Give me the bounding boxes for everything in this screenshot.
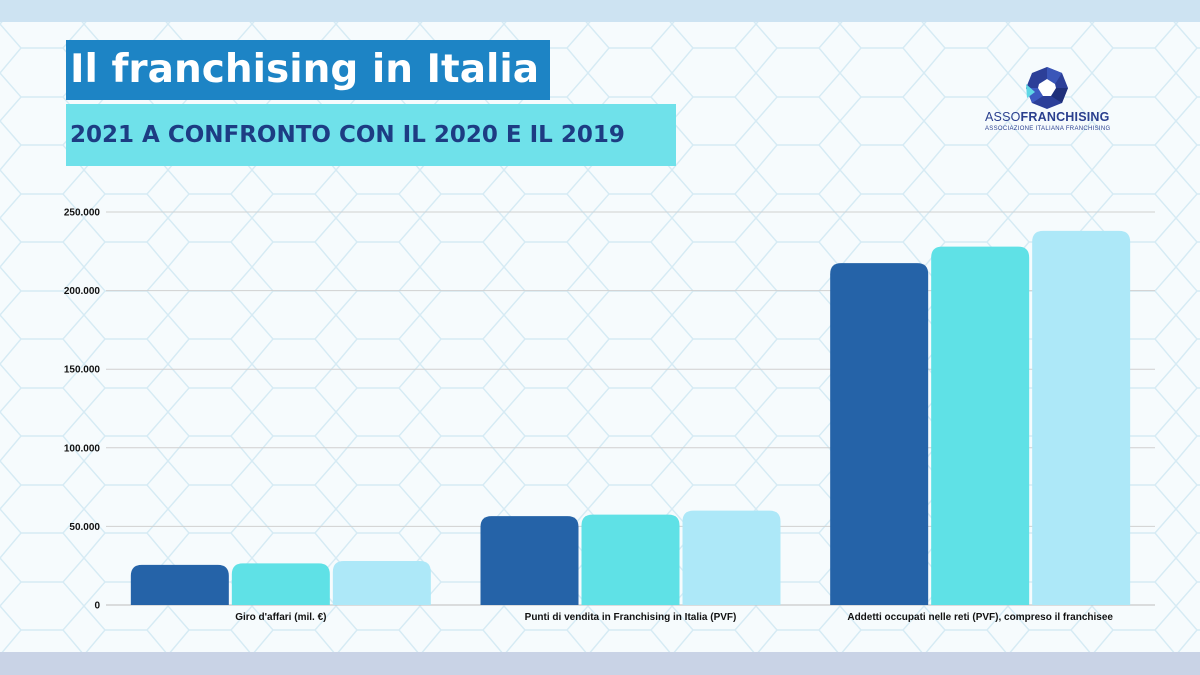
x-category-label: Punti di vendita in Franchising in Itali… — [525, 612, 737, 623]
y-tick-label: 50.000 — [69, 522, 100, 533]
y-tick-label: 250.000 — [64, 208, 101, 219]
assofranchising-logo: ASSOFRANCHISING ASSOCIAZIONE ITALIANA FR… — [985, 64, 1125, 144]
bar — [231, 563, 330, 605]
logo-name: ASSOFRANCHISING — [985, 110, 1110, 124]
bar — [830, 263, 929, 605]
bar — [1032, 230, 1131, 605]
page-title: Il franchising in Italia — [66, 40, 550, 100]
top-band — [0, 0, 1200, 22]
bar — [130, 564, 229, 605]
bar — [332, 560, 431, 605]
bar — [581, 514, 680, 605]
bottom-band — [0, 652, 1200, 675]
bar — [931, 246, 1030, 606]
y-tick-label: 150.000 — [64, 365, 101, 376]
y-tick-label: 0 — [94, 601, 100, 612]
page-subtitle: 2021 A CONFRONTO CON IL 2020 E IL 2019 — [66, 104, 676, 166]
y-tick-label: 200.000 — [64, 286, 101, 297]
y-tick-label: 100.000 — [64, 443, 101, 454]
x-category-label: Giro d'affari (mil. €) — [235, 612, 326, 623]
x-category-label: Addetti occupati nelle reti (PVF), compr… — [847, 612, 1113, 623]
logo-tagline: ASSOCIAZIONE ITALIANA FRANCHISING — [985, 126, 1111, 132]
bar — [480, 516, 579, 605]
logo-mark-icon — [1026, 67, 1068, 109]
bar — [682, 510, 781, 605]
